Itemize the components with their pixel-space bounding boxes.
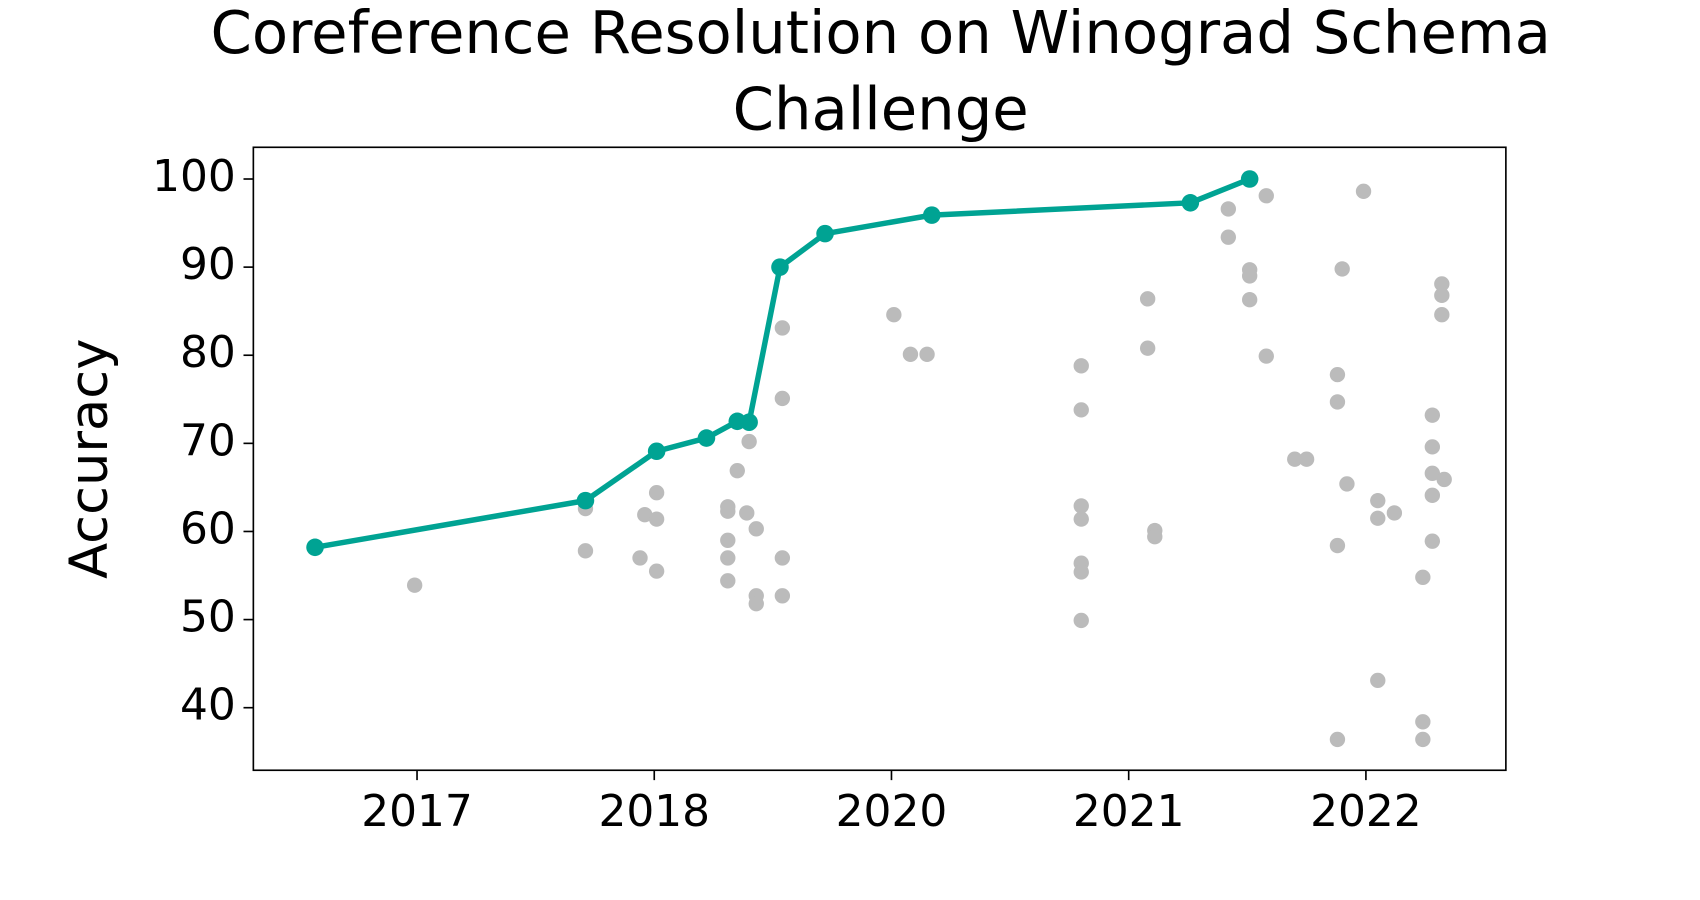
data-point: [774, 390, 791, 407]
data-point: [1073, 498, 1089, 514]
data-point: [774, 550, 791, 566]
frontier-point: [1181, 194, 1200, 212]
data-point: [1147, 529, 1163, 545]
data-point: [1370, 510, 1386, 526]
y-tick-label: 60: [180, 503, 236, 554]
data-point: [902, 346, 919, 363]
data-point: [1434, 307, 1450, 323]
data-point: [1139, 291, 1156, 307]
data-point: [748, 596, 764, 612]
data-point: [1258, 348, 1274, 364]
frontier-line: [314, 176, 1251, 551]
data-point: [1139, 340, 1156, 356]
y-tick-label: 70: [180, 415, 236, 466]
data-point: [1220, 201, 1237, 217]
frontier-point: [1240, 170, 1259, 188]
data-point: [886, 307, 902, 323]
data-point: [729, 462, 745, 479]
frontier-point: [923, 206, 941, 224]
data-point: [1329, 731, 1346, 748]
data-point: [406, 577, 423, 593]
frontier-point: [771, 258, 789, 276]
chart-title: Coreference Resolution on Winograd Schem…: [210, 0, 1551, 144]
data-point: [1329, 537, 1346, 554]
y-tick-label: 50: [180, 592, 236, 643]
data-point: [1424, 487, 1441, 504]
data-point: [1073, 564, 1089, 580]
data-point: [1073, 402, 1089, 418]
data-point: [1386, 505, 1403, 521]
x-tick-label: 2021: [1073, 786, 1185, 837]
data-point: [1241, 268, 1258, 284]
data-point: [1370, 672, 1386, 689]
data-point: [739, 505, 755, 521]
data-point: [648, 511, 665, 527]
frontier-point: [306, 538, 324, 557]
x-tick-label: 2020: [836, 786, 948, 837]
data-point: [720, 503, 736, 519]
data-point: [1424, 407, 1441, 423]
data-point: [774, 320, 791, 336]
data-point: [1287, 451, 1303, 467]
data-point: [1415, 731, 1431, 748]
data-point: [1073, 358, 1089, 374]
frontier-point: [697, 429, 716, 447]
data-point: [1298, 451, 1315, 467]
data-point: [1220, 229, 1237, 245]
y-tick-label: 90: [180, 239, 236, 290]
data-point: [1258, 188, 1274, 204]
data-point: [1355, 183, 1372, 200]
data-point: [1436, 471, 1452, 488]
frontier-point: [576, 491, 595, 510]
data-point: [741, 433, 757, 450]
data-point: [1339, 476, 1355, 492]
data-point: [720, 573, 736, 589]
data-point: [1434, 276, 1450, 292]
y-axis-label: Accuracy: [59, 339, 120, 579]
data-point: [748, 521, 764, 537]
x-tick-label: 2018: [598, 786, 710, 837]
data-point: [1415, 569, 1431, 585]
data-point: [919, 346, 935, 363]
data-point: [1329, 394, 1346, 410]
data-point: [632, 550, 648, 566]
y-tick-label: 100: [152, 151, 236, 202]
data-point: [577, 543, 594, 559]
data-point: [1073, 511, 1089, 527]
data-point: [1334, 261, 1350, 277]
data-point: [1370, 492, 1386, 509]
x-tick-label: 2017: [361, 786, 473, 837]
x-tick-label: 2022: [1310, 786, 1422, 837]
data-point: [1415, 714, 1431, 730]
y-tick-label: 80: [180, 327, 236, 378]
data-point: [720, 550, 736, 566]
data-point: [1424, 533, 1441, 549]
title-wrap: Coreference Resolution on Winograd Schem…: [210, 0, 1551, 144]
frontier-point: [740, 413, 758, 431]
data-point: [1329, 366, 1346, 383]
frontier-point: [647, 442, 666, 461]
data-point: [637, 507, 653, 523]
plot-frame: [252, 146, 1507, 772]
data-point: [1241, 292, 1258, 308]
data-point: [720, 532, 736, 548]
frontier-point: [816, 224, 834, 243]
data-point: [1073, 612, 1089, 629]
data-point: [648, 563, 665, 579]
data-point: [1424, 465, 1441, 481]
data-point: [774, 588, 791, 604]
y-tick-label: 40: [180, 680, 236, 731]
data-point: [1424, 439, 1441, 455]
data-point: [648, 485, 665, 501]
data-point: [1434, 287, 1450, 303]
